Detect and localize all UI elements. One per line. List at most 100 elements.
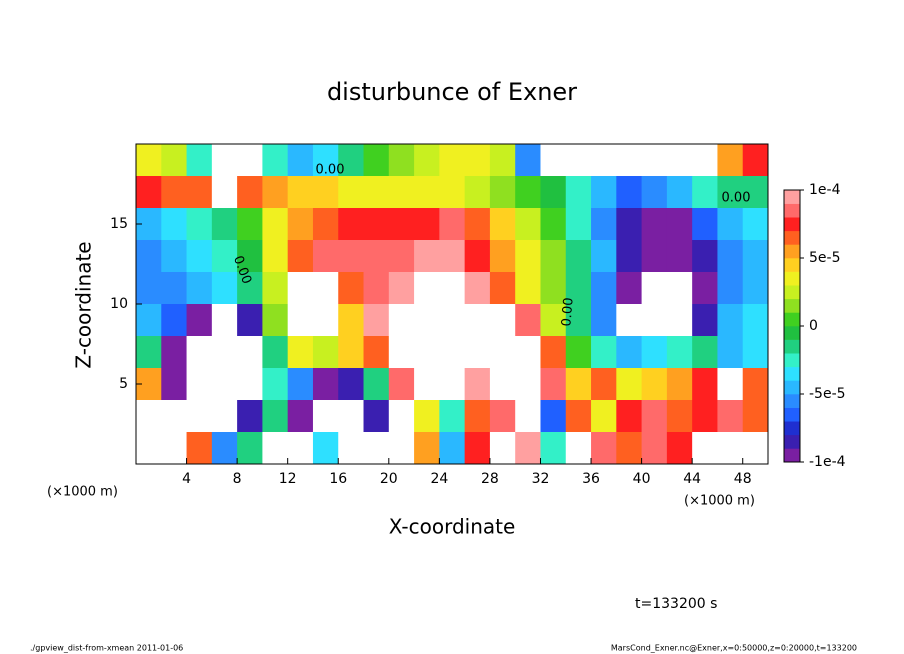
cell bbox=[742, 144, 769, 177]
colorbar-swatch bbox=[784, 258, 800, 272]
cell bbox=[414, 336, 440, 369]
cell bbox=[641, 400, 668, 433]
cell bbox=[414, 368, 440, 401]
cell bbox=[186, 336, 213, 369]
cell bbox=[489, 240, 516, 273]
cell bbox=[237, 336, 263, 369]
cell bbox=[161, 272, 188, 305]
cell bbox=[186, 368, 213, 401]
cell bbox=[464, 272, 491, 305]
cell bbox=[161, 144, 188, 177]
cell bbox=[742, 400, 769, 433]
x-tick-label: 44 bbox=[683, 471, 701, 487]
field bbox=[136, 144, 769, 465]
cell bbox=[237, 144, 263, 177]
contour-label: 0.00 bbox=[316, 163, 345, 178]
cell bbox=[211, 208, 238, 241]
colorbar-swatch bbox=[784, 448, 800, 463]
cell bbox=[363, 240, 390, 273]
cell bbox=[414, 240, 440, 273]
cell bbox=[388, 368, 415, 401]
cell bbox=[666, 208, 693, 241]
cell bbox=[540, 272, 567, 305]
colorbar-tick-label: -1e-4 bbox=[809, 454, 846, 470]
cell bbox=[616, 208, 643, 241]
cell bbox=[591, 304, 617, 337]
cell bbox=[565, 432, 592, 465]
cell bbox=[338, 144, 365, 177]
cell bbox=[540, 304, 567, 337]
x-tick-label: 24 bbox=[430, 471, 448, 487]
cell bbox=[717, 240, 744, 273]
cell bbox=[515, 432, 541, 465]
cell bbox=[641, 272, 668, 305]
cell bbox=[692, 208, 718, 241]
cell bbox=[136, 144, 162, 177]
cell bbox=[287, 336, 314, 369]
cell bbox=[338, 304, 365, 337]
y-axis-label: Z-coordinate bbox=[72, 241, 96, 368]
cell bbox=[287, 240, 314, 273]
cell bbox=[237, 400, 263, 433]
cell bbox=[414, 432, 440, 465]
cell bbox=[464, 208, 491, 241]
x-axis-label: X-coordinate bbox=[389, 515, 516, 539]
colorbar-swatch bbox=[784, 353, 800, 368]
cell bbox=[515, 272, 541, 305]
cell bbox=[692, 368, 718, 401]
cell bbox=[186, 272, 213, 305]
x-tick-label: 32 bbox=[532, 471, 550, 487]
cell bbox=[489, 368, 516, 401]
cell bbox=[641, 144, 668, 177]
cell bbox=[414, 208, 440, 241]
cell bbox=[363, 272, 390, 305]
cell bbox=[388, 176, 415, 209]
cell bbox=[338, 336, 365, 369]
cell bbox=[641, 368, 668, 401]
cell bbox=[439, 208, 466, 241]
cell bbox=[237, 208, 263, 241]
cell bbox=[211, 272, 238, 305]
cell bbox=[616, 336, 643, 369]
y-tick-label: 5 bbox=[119, 376, 128, 392]
cell bbox=[565, 400, 592, 433]
cell bbox=[616, 240, 643, 273]
cell bbox=[237, 432, 263, 465]
cell bbox=[540, 144, 567, 177]
cell bbox=[717, 336, 744, 369]
cell bbox=[186, 304, 213, 337]
time-label: t=133200 s bbox=[635, 596, 717, 612]
cell bbox=[616, 144, 643, 177]
cell bbox=[742, 336, 769, 369]
cell bbox=[161, 400, 188, 433]
cell bbox=[211, 336, 238, 369]
cell bbox=[338, 208, 365, 241]
cell bbox=[338, 432, 365, 465]
cell bbox=[515, 176, 541, 209]
cell bbox=[742, 240, 769, 273]
cell bbox=[211, 432, 238, 465]
cell bbox=[312, 208, 339, 241]
cell bbox=[641, 208, 668, 241]
cell bbox=[211, 176, 238, 209]
cell bbox=[717, 272, 744, 305]
colorbar-swatch bbox=[784, 271, 800, 286]
cell bbox=[388, 304, 415, 337]
contour-label: 0.00 bbox=[722, 191, 751, 206]
cell bbox=[136, 240, 162, 273]
contour-label: 0.00 bbox=[559, 297, 576, 327]
cell bbox=[414, 144, 440, 177]
cell bbox=[464, 400, 491, 433]
cell bbox=[565, 304, 592, 337]
cell bbox=[312, 304, 339, 337]
cell bbox=[540, 400, 567, 433]
cell bbox=[666, 240, 693, 273]
colorbar-swatch bbox=[784, 326, 800, 340]
cell bbox=[489, 400, 516, 433]
colorbar-swatch bbox=[784, 298, 800, 313]
cell bbox=[388, 144, 415, 177]
cell bbox=[312, 240, 339, 273]
cell bbox=[489, 144, 516, 177]
cell bbox=[211, 368, 238, 401]
cell bbox=[464, 336, 491, 369]
